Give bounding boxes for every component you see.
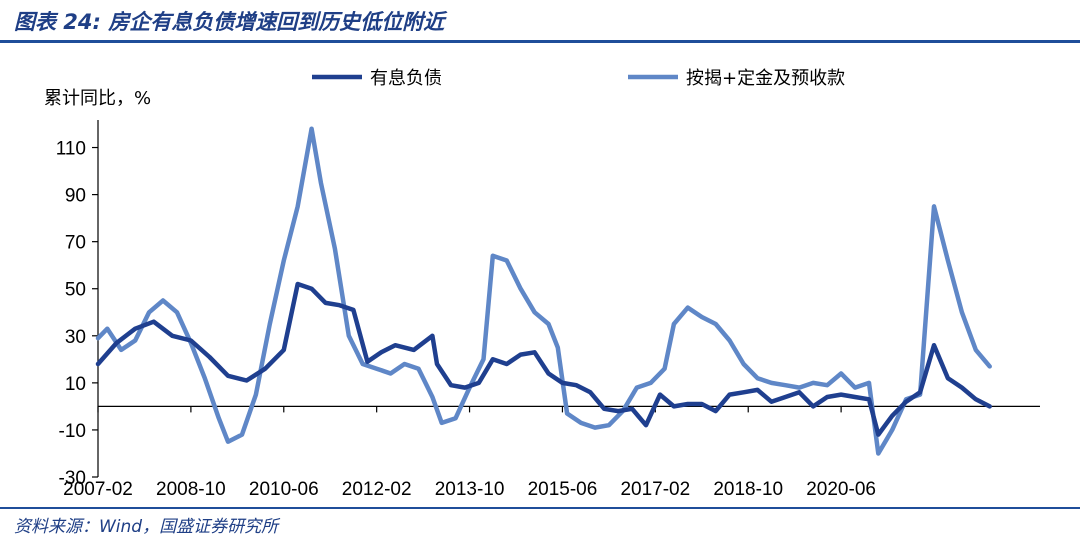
- y-tick-label: 50: [65, 280, 86, 301]
- y-tick-label: 110: [56, 139, 86, 160]
- y-tick-label: 90: [65, 186, 86, 207]
- footer-rule: [0, 507, 1080, 509]
- y-tick-label: 70: [65, 233, 86, 254]
- y-tick-label: -10: [59, 421, 86, 442]
- series-line: [95, 281, 992, 437]
- legend: 有息负债 按揭+定金及预收款: [312, 68, 845, 89]
- y-tick-label: 30: [65, 327, 86, 348]
- series-lines: [95, 126, 992, 456]
- x-tick-label: 2010-06: [249, 479, 319, 500]
- axes: [97, 120, 1040, 477]
- x-tick-label: 2008-10: [156, 479, 226, 500]
- x-tick-label: 2012-02: [342, 479, 412, 500]
- series-line: [95, 126, 992, 456]
- x-tick-label: 2017-02: [620, 479, 690, 500]
- x-tick-label: 2007-02: [63, 479, 133, 500]
- source-note: 资料来源：Wind，国盛证券研究所: [14, 517, 279, 537]
- x-tick-label: 2020-06: [806, 479, 876, 500]
- legend-label: 按揭+定金及预收款: [686, 68, 845, 89]
- x-tick-label: 2015-06: [528, 479, 598, 500]
- line-chart: 有息负债 按揭+定金及预收款 累计同比，% -30 -10 10 30 50 70 90 110…: [44, 68, 1040, 500]
- x-tick-label: 2018-10: [713, 479, 783, 500]
- chart-title: 图表 24: 房企有息负债增速回到历史低位附近: [14, 10, 445, 34]
- x-tick-label: 2013-10: [435, 479, 505, 500]
- y-ticks: -30 -10 10 30 50 70 90 110: [56, 139, 98, 489]
- legend-label: 有息负债: [370, 68, 442, 89]
- y-tick-label: 10: [65, 374, 86, 395]
- y-axis-label: 累计同比，%: [44, 88, 151, 109]
- title-rule: [0, 40, 1080, 43]
- x-ticks: 2007-02 2008-10 2010-06 2012-02 2013-10 2015-…: [63, 406, 876, 500]
- y-tick-label: -30: [59, 468, 86, 489]
